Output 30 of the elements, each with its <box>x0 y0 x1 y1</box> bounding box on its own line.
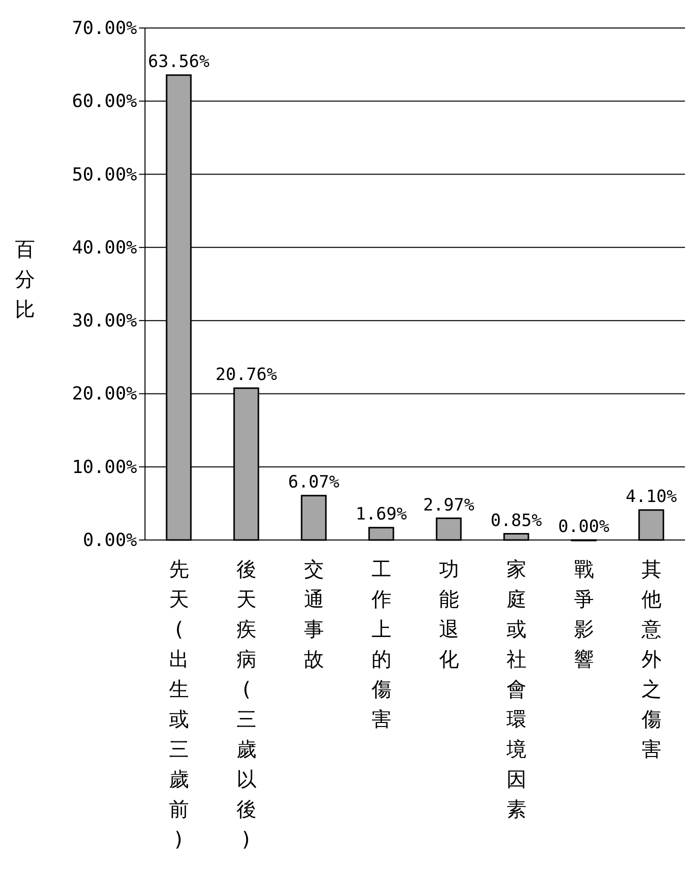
data-label: 0.85% <box>490 510 542 531</box>
y-tick-label: 50.00% <box>72 164 138 186</box>
data-label: 6.07% <box>288 472 340 493</box>
y-tick-label: 40.00% <box>72 237 138 258</box>
data-label: 4.10% <box>626 487 677 508</box>
y-tick-label: 20.00% <box>72 384 138 405</box>
x-tick-label: 戰爭影響 <box>574 557 594 671</box>
x-tick-label: 功能退化 <box>438 557 459 671</box>
data-label: 1.69% <box>356 504 407 525</box>
y-tick-label: 0.00% <box>82 530 138 551</box>
y-tick-label: 60.00% <box>72 91 138 112</box>
bar <box>300 494 327 541</box>
data-label: 2.97% <box>423 495 474 516</box>
y-tick-label: 30.00% <box>72 310 138 332</box>
data-label: 0.00% <box>558 517 610 537</box>
x-tick-label: 交通事故 <box>304 557 324 671</box>
category-label: 家庭或社會環境因素 <box>506 557 526 821</box>
bar <box>638 509 664 541</box>
bar <box>503 533 530 541</box>
x-tick-label: 工作上的傷害 <box>370 557 392 731</box>
y-tick-label: 10.00% <box>72 456 138 478</box>
y-axis-title: 百分比 <box>15 237 35 321</box>
data-label: 20.76% <box>216 365 277 386</box>
y-tick-label: 70.00% <box>72 18 138 39</box>
bar <box>368 526 394 541</box>
x-tick-label: 其他意外之傷害 <box>640 557 662 761</box>
category-label: 後天疾病(三歲以後) <box>236 557 256 851</box>
data-label: 63.56% <box>148 52 210 72</box>
bar <box>436 518 462 541</box>
category-label: 先天(出生或三歲前) <box>168 557 189 851</box>
